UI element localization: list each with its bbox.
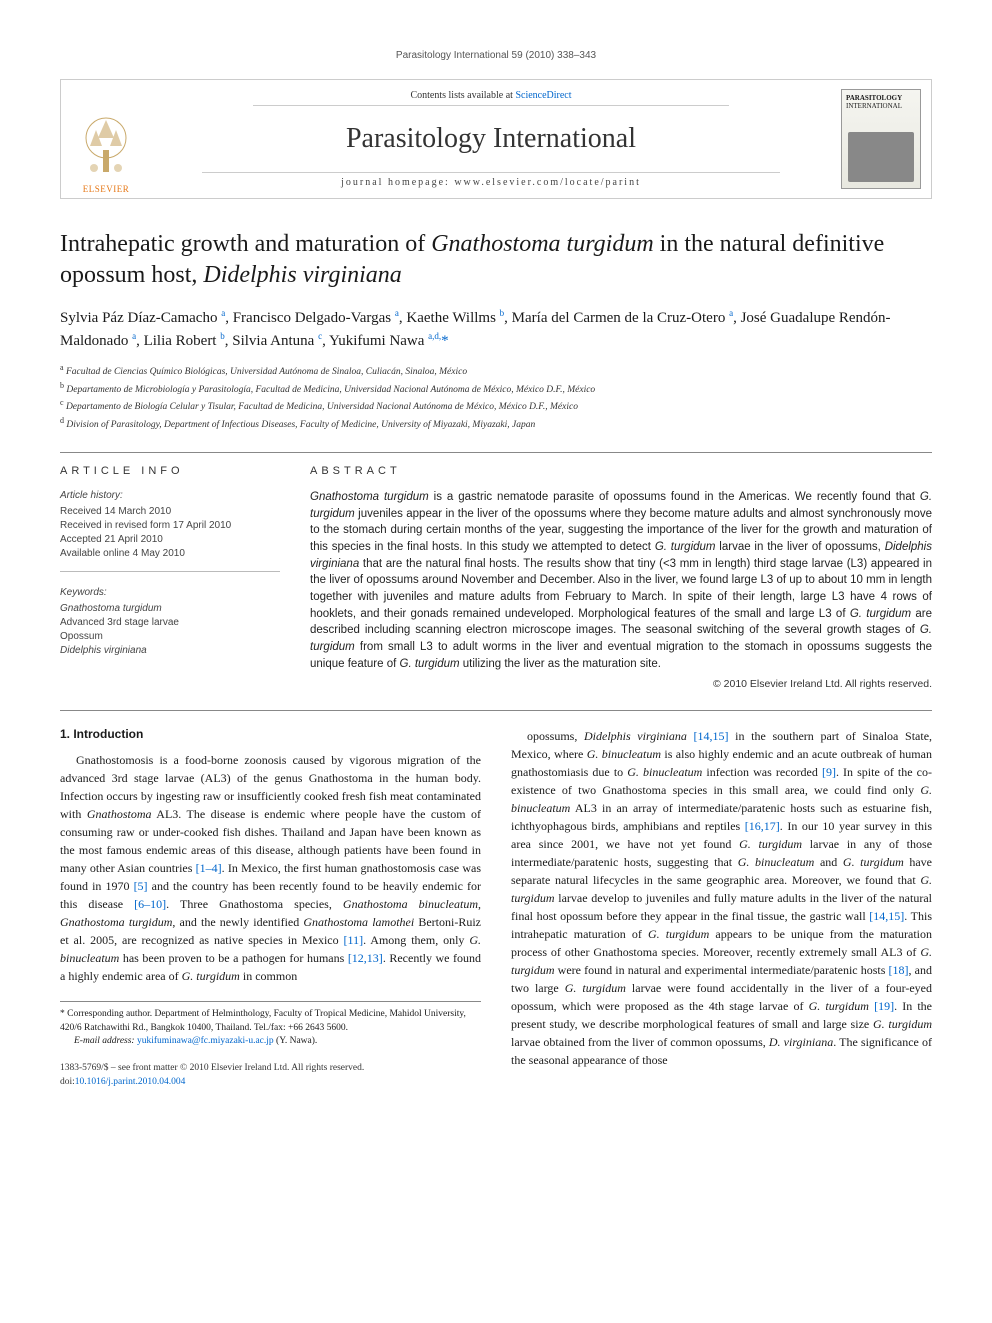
- authors-text: Sylvia Páz Díaz-Camacho a, Francisco Del…: [60, 310, 891, 349]
- keywords-block: Keywords: Gnathostoma turgidum Advanced …: [60, 586, 280, 658]
- publisher-logo-cell: ELSEVIER: [61, 80, 151, 198]
- affiliation-c: c Departamento de Biología Celular y Tis…: [60, 397, 932, 414]
- corresponding-author-mark[interactable]: *: [441, 333, 449, 349]
- cover-subtitle: INTERNATIONAL: [846, 102, 916, 110]
- cover-title: PARASITOLOGY: [846, 94, 916, 102]
- abstract-copyright: © 2010 Elsevier Ireland Ltd. All rights …: [310, 678, 932, 690]
- keywords-label: Keywords:: [60, 586, 280, 600]
- affiliation-b: b Departamento de Microbiología y Parasi…: [60, 380, 932, 397]
- email-link[interactable]: yukifuminawa@fc.miyazaki-u.ac.jp: [137, 1036, 274, 1046]
- publisher-label: ELSEVIER: [76, 184, 136, 194]
- title-species-2: Didelphis virginiana: [203, 262, 401, 288]
- running-header: Parasitology International 59 (2010) 338…: [60, 50, 932, 61]
- homepage-url: www.elsevier.com/locate/parint: [454, 177, 641, 188]
- journal-homepage-line: journal homepage: www.elsevier.com/locat…: [202, 172, 780, 188]
- article-info-heading: article info: [60, 465, 280, 477]
- abstract-text: Gnathostoma turgidum is a gastric nemato…: [310, 489, 932, 672]
- body-column-left: 1. Introduction Gnathostomosis is a food…: [60, 727, 481, 1088]
- affiliations: a Facultad de Ciencias Químico Biológica…: [60, 362, 932, 432]
- author-list: Sylvia Páz Díaz-Camacho a, Francisco Del…: [60, 307, 932, 352]
- homepage-prefix: journal homepage:: [341, 177, 454, 188]
- keyword-item: Advanced 3rd stage larvae: [60, 616, 280, 630]
- footer-block: 1383-5769/$ – see front matter © 2010 El…: [60, 1062, 481, 1089]
- abstract-heading: abstract: [310, 465, 932, 477]
- keyword-item: Gnathostoma turgidum: [60, 602, 280, 616]
- keyword-item: Didelphis virginiana: [60, 644, 280, 658]
- sciencedirect-link[interactable]: ScienceDirect: [515, 90, 571, 101]
- journal-cover-thumb: PARASITOLOGY INTERNATIONAL: [841, 89, 921, 189]
- doi-line: doi:10.1016/j.parint.2010.04.004: [60, 1076, 481, 1089]
- history-online: Available online 4 May 2010: [60, 547, 280, 561]
- elsevier-tree-icon: [76, 110, 136, 180]
- body-columns: 1. Introduction Gnathostomosis is a food…: [60, 710, 932, 1088]
- cover-image-placeholder: [848, 132, 914, 182]
- corresponding-author-note: * Corresponding author. Department of He…: [60, 1008, 481, 1035]
- abstract-column: abstract Gnathostoma turgidum is a gastr…: [310, 465, 932, 690]
- journal-masthead: ELSEVIER Contents lists available at Sci…: [60, 79, 932, 199]
- history-revised: Received in revised form 17 April 2010: [60, 519, 280, 533]
- contents-prefix: Contents lists available at: [410, 90, 515, 101]
- doi-label: doi:: [60, 1077, 75, 1087]
- section-heading-intro: 1. Introduction: [60, 727, 481, 741]
- journal-cover-cell: PARASITOLOGY INTERNATIONAL: [831, 80, 931, 198]
- info-abstract-row: article info Article history: Received 1…: [60, 452, 932, 690]
- affiliation-d: d Division of Parasitology, Department o…: [60, 415, 932, 432]
- issn-line: 1383-5769/$ – see front matter © 2010 El…: [60, 1062, 481, 1075]
- body-column-right: opossums, Didelphis virginiana [14,15] i…: [511, 727, 932, 1088]
- article-info-column: article info Article history: Received 1…: [60, 465, 280, 690]
- title-species-1: Gnathostoma turgidum: [431, 231, 653, 257]
- history-accepted: Accepted 21 April 2010: [60, 533, 280, 547]
- footnotes: * Corresponding author. Department of He…: [60, 1001, 481, 1048]
- contents-lists-line: Contents lists available at ScienceDirec…: [253, 90, 729, 106]
- intro-text-col1: Gnathostomosis is a food-borne zoonosis …: [60, 751, 481, 985]
- masthead-center: Contents lists available at ScienceDirec…: [151, 80, 831, 198]
- email-line: E-mail address: yukifuminawa@fc.miyazaki…: [60, 1035, 481, 1048]
- history-received: Received 14 March 2010: [60, 505, 280, 519]
- history-label: Article history:: [60, 489, 280, 503]
- email-label: E-mail address:: [74, 1036, 137, 1046]
- affiliation-a: a Facultad de Ciencias Químico Biológica…: [60, 362, 932, 379]
- title-part-1: Intrahepatic growth and maturation of: [60, 231, 431, 257]
- intro-text-col2: opossums, Didelphis virginiana [14,15] i…: [511, 727, 932, 1069]
- doi-link[interactable]: 10.1016/j.parint.2010.04.004: [75, 1077, 186, 1087]
- article-history: Article history: Received 14 March 2010 …: [60, 489, 280, 572]
- article-title: Intrahepatic growth and maturation of Gn…: [60, 229, 932, 291]
- journal-title: Parasitology International: [346, 123, 636, 155]
- email-suffix: (Y. Nawa).: [274, 1036, 318, 1046]
- keyword-item: Opossum: [60, 630, 280, 644]
